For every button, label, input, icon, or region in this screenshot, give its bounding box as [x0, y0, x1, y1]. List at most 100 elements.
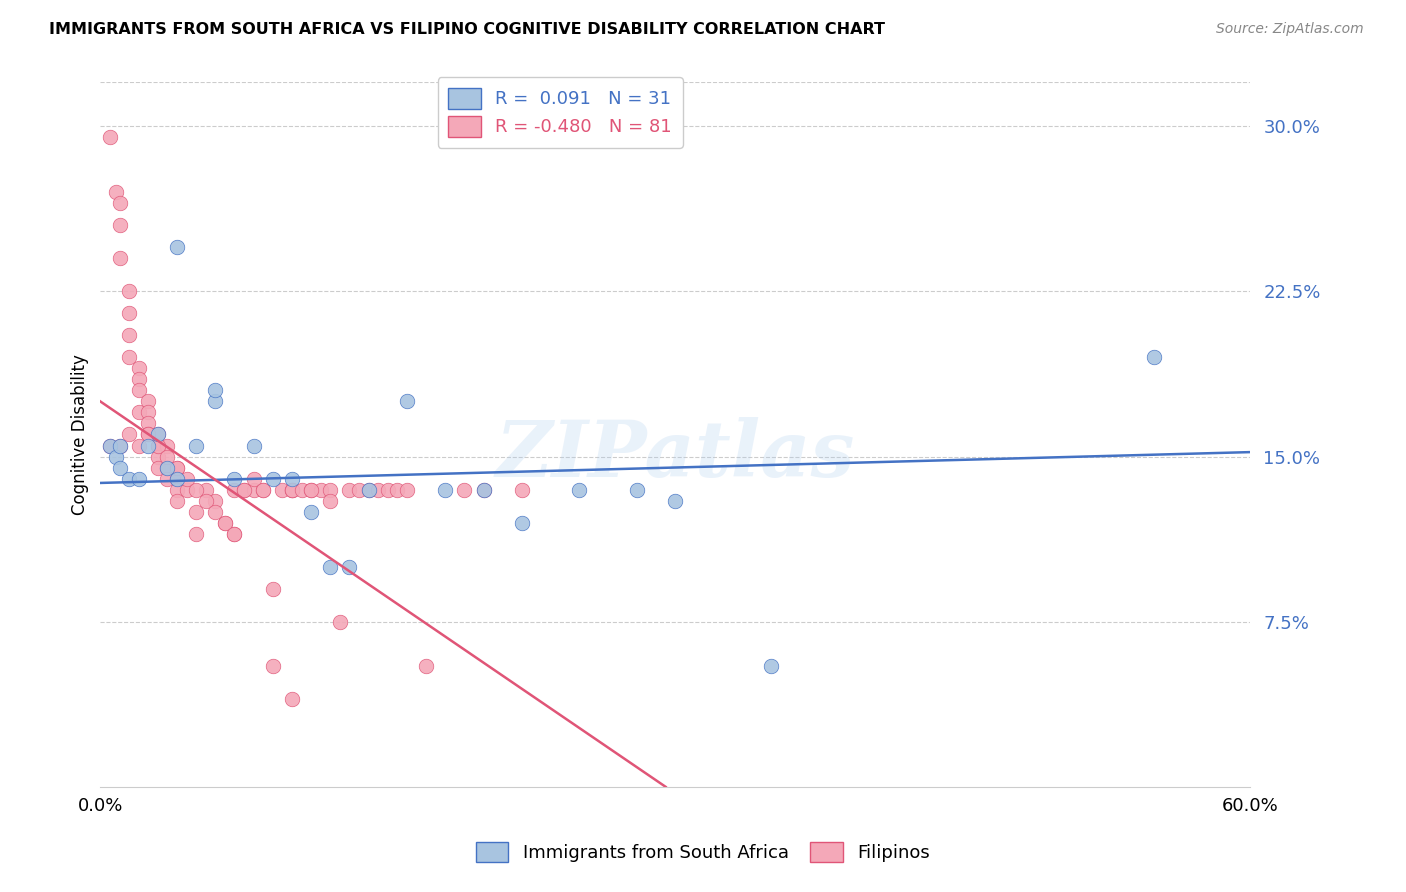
Point: [299, 483, 322, 497]
Point: [387, 483, 409, 497]
Point: [156, 460, 179, 475]
Point: [136, 427, 159, 442]
Point: [108, 252, 131, 266]
Point: [214, 516, 236, 530]
Point: [136, 417, 159, 431]
Point: [166, 471, 188, 485]
Point: [281, 691, 304, 706]
Point: [224, 471, 246, 485]
Point: [186, 483, 208, 497]
Point: [434, 483, 457, 497]
Point: [367, 483, 389, 497]
Point: [128, 372, 150, 386]
Text: ZIPatlas: ZIPatlas: [495, 417, 855, 494]
Point: [224, 526, 246, 541]
Point: [98, 438, 121, 452]
Point: [377, 483, 399, 497]
Point: [166, 460, 188, 475]
Point: [176, 483, 198, 497]
Point: [108, 460, 131, 475]
Point: [156, 438, 179, 452]
Point: [357, 483, 380, 497]
Point: [194, 493, 217, 508]
Point: [281, 483, 304, 497]
Point: [176, 471, 198, 485]
Point: [281, 483, 304, 497]
Point: [156, 471, 179, 485]
Point: [290, 483, 312, 497]
Point: [98, 130, 121, 145]
Point: [166, 493, 188, 508]
Point: [395, 483, 418, 497]
Point: [214, 516, 236, 530]
Point: [104, 450, 127, 464]
Point: [146, 450, 169, 464]
Point: [262, 471, 284, 485]
Point: [510, 516, 533, 530]
Point: [252, 483, 274, 497]
Point: [136, 438, 159, 452]
Point: [146, 438, 169, 452]
Point: [319, 559, 342, 574]
Point: [281, 471, 304, 485]
Point: [242, 438, 264, 452]
Legend: R =  0.091   N = 31, R = -0.480   N = 81: R = 0.091 N = 31, R = -0.480 N = 81: [437, 77, 683, 148]
Point: [204, 384, 226, 398]
Point: [319, 493, 342, 508]
Point: [242, 471, 264, 485]
Point: [415, 658, 437, 673]
Point: [242, 483, 264, 497]
Point: [194, 483, 217, 497]
Point: [329, 615, 352, 629]
Point: [299, 483, 322, 497]
Point: [224, 483, 246, 497]
Point: [472, 483, 495, 497]
Point: [186, 526, 208, 541]
Point: [166, 471, 188, 485]
Point: [204, 394, 226, 409]
Point: [252, 483, 274, 497]
Point: [166, 460, 188, 475]
Point: [510, 483, 533, 497]
Point: [118, 471, 141, 485]
Point: [128, 405, 150, 419]
Point: [118, 351, 141, 365]
Point: [233, 483, 256, 497]
Point: [128, 438, 150, 452]
Point: [108, 196, 131, 211]
Point: [118, 285, 141, 299]
Point: [759, 658, 782, 673]
Point: [146, 427, 169, 442]
Point: [1143, 351, 1166, 365]
Point: [186, 438, 208, 452]
Text: Source: ZipAtlas.com: Source: ZipAtlas.com: [1216, 22, 1364, 37]
Point: [108, 438, 131, 452]
Point: [118, 306, 141, 320]
Point: [118, 427, 141, 442]
Text: IMMIGRANTS FROM SOUTH AFRICA VS FILIPINO COGNITIVE DISABILITY CORRELATION CHART: IMMIGRANTS FROM SOUTH AFRICA VS FILIPINO…: [49, 22, 886, 37]
Point: [146, 438, 169, 452]
Point: [271, 483, 294, 497]
Point: [453, 483, 475, 497]
Point: [166, 483, 188, 497]
Point: [262, 658, 284, 673]
Point: [146, 427, 169, 442]
Point: [347, 483, 370, 497]
Point: [118, 328, 141, 343]
Point: [626, 483, 648, 497]
Y-axis label: Cognitive Disability: Cognitive Disability: [72, 354, 89, 515]
Point: [128, 471, 150, 485]
Point: [108, 438, 131, 452]
Point: [339, 483, 361, 497]
Point: [156, 450, 179, 464]
Point: [98, 438, 121, 452]
Legend: Immigrants from South Africa, Filipinos: Immigrants from South Africa, Filipinos: [468, 834, 938, 870]
Point: [166, 240, 188, 254]
Point: [136, 405, 159, 419]
Point: [156, 460, 179, 475]
Point: [204, 493, 226, 508]
Point: [204, 505, 226, 519]
Point: [233, 483, 256, 497]
Point: [128, 384, 150, 398]
Point: [104, 186, 127, 200]
